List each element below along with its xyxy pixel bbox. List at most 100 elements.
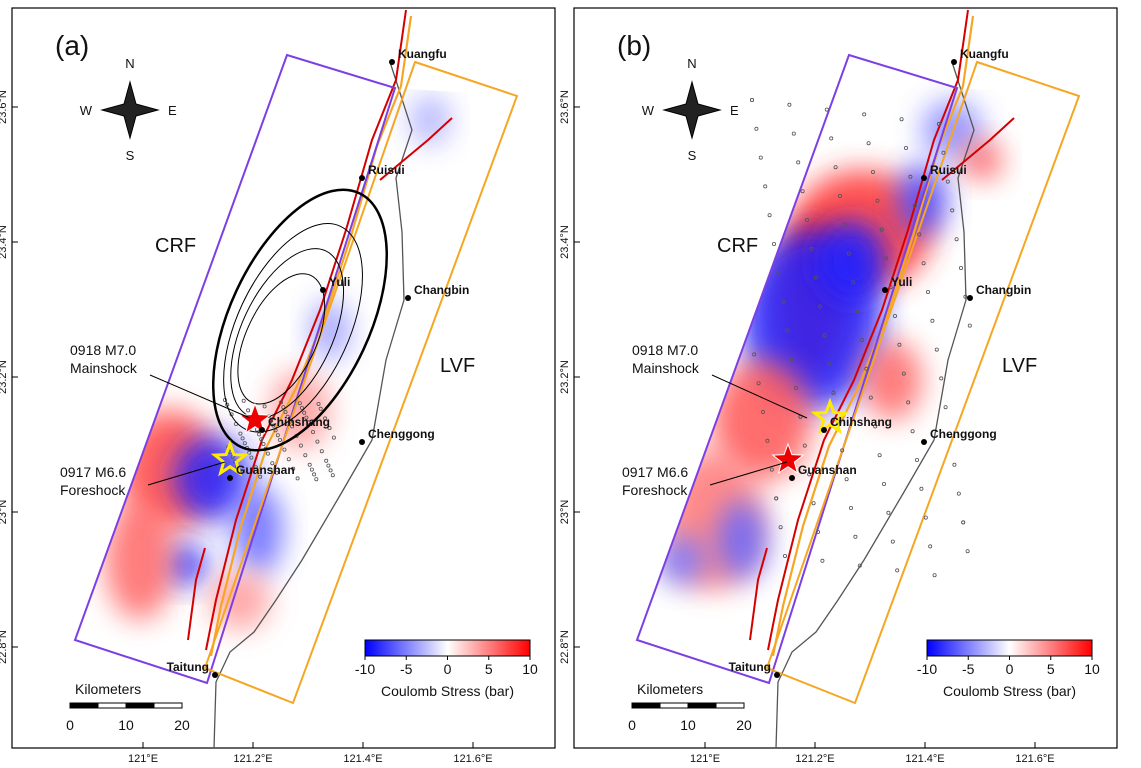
place-label: Chenggong: [368, 427, 435, 441]
colorbar-title: Coulomb Stress (bar): [381, 683, 514, 699]
figure: (a) N S W E Kuangfu Ruisui Yuli Changbin Chihshan…: [0, 0, 1141, 768]
lon-label: 121°E: [690, 753, 720, 765]
stress-blob: [817, 220, 887, 300]
colorbar-tick-label: 0: [444, 661, 452, 677]
colorbar-tick-label: -5: [400, 661, 413, 677]
panel-label: (b): [617, 30, 651, 61]
place-dot: [320, 287, 326, 293]
compass-label: W: [80, 103, 93, 118]
stress-blob: [717, 500, 767, 580]
place-label: Yuli: [329, 275, 350, 289]
annotation: 0917 M6.6: [622, 464, 688, 480]
lon-label: 121.6°E: [1015, 753, 1054, 765]
place-dot: [951, 59, 957, 65]
lat-label: 23.4°N: [559, 225, 571, 259]
place-label: Taitung: [167, 660, 209, 674]
place-dot: [212, 672, 218, 678]
scale-segment: [126, 703, 154, 708]
lon-label: 121.4°E: [905, 753, 944, 765]
place-dot: [259, 427, 265, 433]
lon-label: 121°E: [128, 753, 158, 765]
colorbar-title: Coulomb Stress (bar): [943, 683, 1076, 699]
place-dot: [405, 295, 411, 301]
place-label: Taitung: [729, 660, 771, 674]
lat-label: 23.2°N: [0, 360, 9, 394]
compass-label: E: [168, 103, 177, 118]
panel-label: (a): [55, 30, 89, 61]
colorbar-tick-label: 0: [1006, 661, 1014, 677]
fault-label: LVF: [440, 355, 475, 377]
place-label: Chihshang: [268, 415, 330, 429]
place-label: Ruisui: [930, 163, 967, 177]
stress-blob: [862, 340, 922, 420]
place-dot: [389, 59, 395, 65]
annotation: Mainshock: [70, 360, 138, 376]
place-label: Ruisui: [368, 163, 405, 177]
place-dot: [227, 475, 233, 481]
scale-segment: [154, 703, 182, 708]
lon-label: 121.4°E: [343, 753, 382, 765]
place-dot: [921, 439, 927, 445]
annotation: 0917 M6.6: [60, 464, 126, 480]
compass-label: W: [642, 103, 655, 118]
scale-tick-label: 0: [66, 717, 74, 733]
place-label: Changbin: [976, 283, 1031, 297]
compass-label: E: [730, 103, 739, 118]
lon-label: 121.2°E: [795, 753, 834, 765]
annotation: Foreshock: [622, 482, 688, 498]
scale-tick-label: 10: [118, 717, 134, 733]
annotation: 0918 M7.0: [632, 342, 698, 358]
place-dot: [921, 175, 927, 181]
place-label: Chenggong: [930, 427, 997, 441]
scale-segment: [660, 703, 688, 708]
compass-label: S: [688, 148, 697, 163]
lat-label: 23.4°N: [0, 225, 9, 259]
colorbar-tick-label: 5: [1047, 661, 1055, 677]
lon-label: 121.2°E: [233, 753, 272, 765]
scale-segment: [688, 703, 716, 708]
lat-label: 22.8°N: [0, 630, 9, 664]
colorbar-tick-label: -10: [917, 661, 937, 677]
place-label: Yuli: [891, 275, 912, 289]
colorbar: [927, 640, 1092, 656]
colorbar-tick-label: 5: [485, 661, 493, 677]
place-dot: [789, 475, 795, 481]
colorbar: [365, 640, 530, 656]
colorbar-tick-label: 10: [522, 661, 538, 677]
lat-label: 23.6°N: [0, 90, 9, 124]
place-dot: [882, 287, 888, 293]
place-label: Chihshang: [830, 415, 892, 429]
fault-label: LVF: [1002, 355, 1037, 377]
place-label: Changbin: [414, 283, 469, 297]
compass-label: N: [687, 56, 696, 71]
scale-segment: [98, 703, 126, 708]
place-label: Kuangfu: [960, 47, 1009, 61]
place-label: Guanshan: [798, 463, 857, 477]
lat-label: 23°N: [559, 500, 571, 525]
fault-label: CRF: [155, 235, 196, 257]
colorbar-tick-label: 10: [1084, 661, 1100, 677]
lat-label: 23.6°N: [559, 90, 571, 124]
lat-label: 22.8°N: [559, 630, 571, 664]
annotation: Mainshock: [632, 360, 700, 376]
scale-tick-label: 10: [680, 717, 696, 733]
lat-label: 23.2°N: [559, 360, 571, 394]
scale-segment: [70, 703, 98, 708]
colorbar-tick-label: -5: [962, 661, 975, 677]
annotation: 0918 M7.0: [70, 342, 136, 358]
place-dot: [359, 175, 365, 181]
lat-label: 23°N: [0, 500, 9, 525]
scale-tick-label: 0: [628, 717, 636, 733]
scale-segment: [716, 703, 744, 708]
place-dot: [821, 427, 827, 433]
lon-label: 121.6°E: [453, 753, 492, 765]
scale-title: Kilometers: [637, 681, 703, 697]
map-panel: (b) N S W E Kuangfu Ruisui Yuli Changbin Chihshan…: [559, 8, 1117, 765]
place-dot: [967, 295, 973, 301]
place-label: Kuangfu: [398, 47, 447, 61]
compass-label: S: [126, 148, 135, 163]
fault-label: CRF: [717, 235, 758, 257]
place-dot: [359, 439, 365, 445]
annotation: Foreshock: [60, 482, 126, 498]
